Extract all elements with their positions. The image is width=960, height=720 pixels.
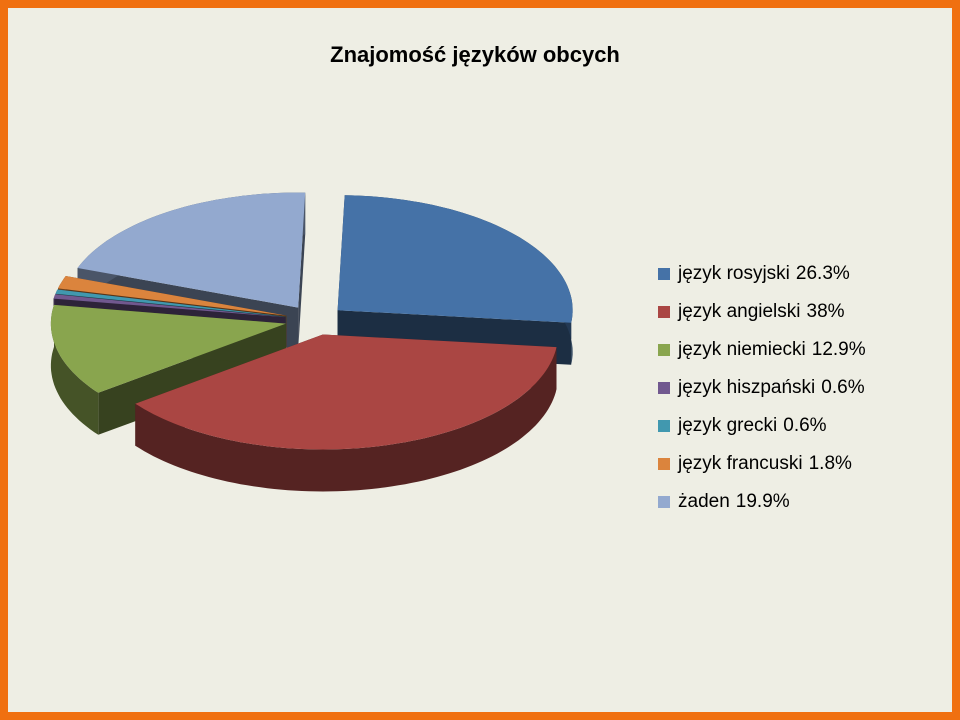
legend-swatch: [658, 420, 670, 432]
chart-title: Znajomość języków obcych: [330, 42, 620, 67]
legend-label: język niemiecki 12.9%: [677, 339, 866, 360]
slice-group: [135, 334, 557, 492]
legend-label: język angielski 38%: [677, 301, 845, 322]
legend-swatch: [658, 268, 670, 280]
legend-value: 0.6%: [783, 415, 826, 436]
slice-group: [50, 304, 286, 435]
slice: [50, 304, 286, 393]
slice: [135, 334, 557, 450]
legend-category: język rosyjski: [677, 263, 790, 284]
legend-value: 0.6%: [821, 377, 864, 398]
slice: [337, 195, 573, 323]
legend-label: żaden 19.9%: [678, 491, 790, 512]
legend-category: żaden: [678, 491, 730, 512]
slice: [55, 289, 286, 317]
legend-swatch: [658, 382, 670, 394]
legend-value: 26.3%: [796, 263, 850, 284]
legend-label: język rosyjski 26.3%: [677, 263, 850, 284]
slice: [77, 192, 306, 308]
legend-value: 1.8%: [809, 453, 852, 474]
legend-value: 19.9%: [736, 491, 790, 512]
legend-category: język hiszpański: [677, 377, 815, 398]
legend-swatch: [658, 306, 670, 318]
slice-side: [135, 347, 557, 492]
legend-label: język francuski 1.8%: [677, 453, 852, 474]
slice: [58, 276, 287, 316]
legend-value: 38%: [807, 301, 845, 322]
legend-category: język grecki: [677, 415, 777, 436]
legend-label: język grecki 0.6%: [677, 415, 827, 436]
legend-swatch: [658, 344, 670, 356]
legend-category: język angielski: [677, 301, 801, 322]
legend-swatch: [658, 458, 670, 470]
legend-category: język niemiecki: [677, 339, 806, 360]
legend-swatch: [658, 496, 670, 508]
slice: [53, 294, 286, 318]
legend-label: język hiszpański 0.6%: [677, 377, 865, 398]
slice-side: [50, 304, 99, 435]
legend-value: 12.9%: [812, 339, 866, 360]
legend-category: język francuski: [677, 453, 803, 474]
